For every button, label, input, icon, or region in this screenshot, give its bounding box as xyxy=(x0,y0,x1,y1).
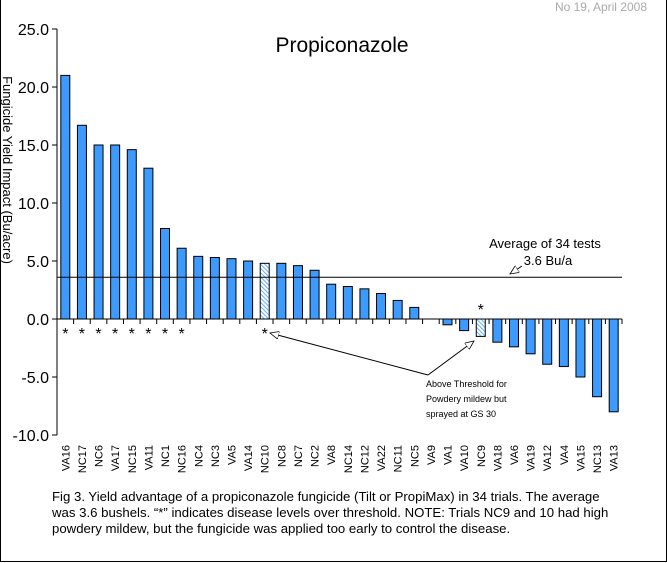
bar-NC8 xyxy=(276,262,287,320)
bar-VA8 xyxy=(326,283,337,320)
x-tick-label: VA11 xyxy=(143,445,155,470)
bar-VA16 xyxy=(60,74,71,320)
figure-caption: Fig 3. Yield advantage of a propiconazol… xyxy=(52,489,609,536)
threshold-star: * xyxy=(129,326,135,343)
y-tick-label: -10.0 xyxy=(13,428,50,445)
threshold-star: * xyxy=(162,326,168,343)
bar-NC17 xyxy=(76,124,87,320)
x-tick-label: NC15 xyxy=(127,445,139,473)
x-tick-label: VA18 xyxy=(492,445,504,471)
bar-VA15 xyxy=(575,318,586,378)
x-tick-label: NC16 xyxy=(177,445,189,473)
average-label-line2: 3.6 Bu/a xyxy=(524,253,573,268)
x-tick-label: VA16 xyxy=(60,445,72,471)
bar-VA19 xyxy=(525,318,536,355)
bar-NC2 xyxy=(309,269,320,320)
x-tick-label: NC12 xyxy=(359,445,371,473)
bar-VA6 xyxy=(508,318,519,348)
y-tick-label: 25.0 xyxy=(18,22,49,39)
bar-NC14 xyxy=(342,286,353,320)
x-tick-label: VA5 xyxy=(226,445,238,465)
annotation-line1: Above Threshold for xyxy=(426,379,507,389)
x-tick-label: VA9 xyxy=(426,445,438,465)
bar-VA13 xyxy=(608,318,619,413)
average-arrow xyxy=(510,265,523,274)
bar-VA17 xyxy=(110,144,121,320)
bar-NC5 xyxy=(409,306,420,320)
bar-VA10 xyxy=(459,318,470,332)
y-axis-label: Fungicide Yield Impact (Bu/acre) xyxy=(0,76,15,264)
bar-VA4 xyxy=(558,318,569,368)
annotation-arrow-nc10 xyxy=(270,333,429,376)
y-tick-label: 5.0 xyxy=(27,254,49,271)
x-tick-label: NC8 xyxy=(276,445,288,467)
average-label-line1: Average of 34 tests xyxy=(489,236,601,251)
x-tick-label: NC6 xyxy=(94,445,106,467)
threshold-star: * xyxy=(62,326,68,343)
x-tick-label: VA10 xyxy=(459,445,471,471)
x-tick-label: VA13 xyxy=(609,445,621,471)
x-tick-label: VA19 xyxy=(526,445,538,471)
x-tick-label: VA8 xyxy=(326,445,338,465)
threshold-star: * xyxy=(179,326,185,343)
annotation-line3: sprayed at GS 30 xyxy=(426,409,496,419)
bar-NC13 xyxy=(592,318,603,398)
x-tick-label: VA6 xyxy=(509,445,521,465)
threshold-star: * xyxy=(79,326,85,343)
x-tick-label: NC3 xyxy=(210,445,222,467)
y-tick-label: -5.0 xyxy=(21,370,49,387)
x-tick-label: VA4 xyxy=(559,445,571,465)
bar-VA12 xyxy=(542,318,553,365)
bar-VA22 xyxy=(376,292,387,320)
threshold-star: * xyxy=(95,326,101,343)
bar-VA11 xyxy=(143,167,154,320)
bar-NC4 xyxy=(193,255,204,320)
x-tick-label: VA22 xyxy=(376,445,388,471)
x-tick-label: VA17 xyxy=(110,445,122,471)
bar-NC7 xyxy=(292,265,303,320)
x-tick-label: VA14 xyxy=(243,445,255,471)
chart-title: Propiconazole xyxy=(275,34,408,57)
bar-NC1 xyxy=(160,228,171,320)
x-tick-label: NC17 xyxy=(77,445,89,473)
bar-NC3 xyxy=(209,257,220,320)
y-tick-label: 0.0 xyxy=(27,312,49,329)
annotation-line2: Powdery mildew but xyxy=(426,394,507,404)
x-tick-label: NC10 xyxy=(260,445,272,473)
bar-VA5 xyxy=(226,258,237,320)
bar-NC10 xyxy=(259,262,270,320)
bar-NC9 xyxy=(475,318,486,337)
x-tick-label: NC5 xyxy=(409,445,421,467)
x-tick-label: NC4 xyxy=(193,445,205,467)
y-tick-label: 15.0 xyxy=(18,138,49,155)
x-tick-label: VA12 xyxy=(542,445,554,471)
threshold-star: * xyxy=(112,326,118,343)
threshold-star: * xyxy=(478,302,484,319)
annotation-arrow-nc9 xyxy=(427,341,474,376)
threshold-star: * xyxy=(262,326,268,343)
x-tick-label: NC1 xyxy=(160,445,172,467)
bar-VA1 xyxy=(442,318,453,326)
x-tick-label: NC13 xyxy=(592,445,604,473)
x-tick-label: VA1 xyxy=(443,445,455,465)
bar-chart: Propiconazole Fungicide Yield Impact (Bu… xyxy=(0,22,623,473)
bar-VA18 xyxy=(492,318,503,343)
x-tick-label: NC14 xyxy=(343,445,355,473)
y-tick-label: 10.0 xyxy=(18,196,49,213)
bar-NC11 xyxy=(392,299,403,320)
x-tick-label: NC2 xyxy=(310,445,322,467)
threshold-star: * xyxy=(145,326,151,343)
bar-NC12 xyxy=(359,288,370,320)
bar-NC6 xyxy=(93,144,104,320)
x-tick-label: VA15 xyxy=(575,445,587,471)
x-tick-label: NC11 xyxy=(393,445,405,472)
bar-VA14 xyxy=(243,260,254,320)
issue-header: No 19, April 2008 xyxy=(554,0,647,14)
x-tick-label: NC9 xyxy=(476,445,488,467)
bar-NC16 xyxy=(176,247,187,320)
x-tick-label: NC7 xyxy=(293,445,305,467)
y-tick-label: 20.0 xyxy=(18,80,49,97)
bar-NC15 xyxy=(126,149,137,320)
